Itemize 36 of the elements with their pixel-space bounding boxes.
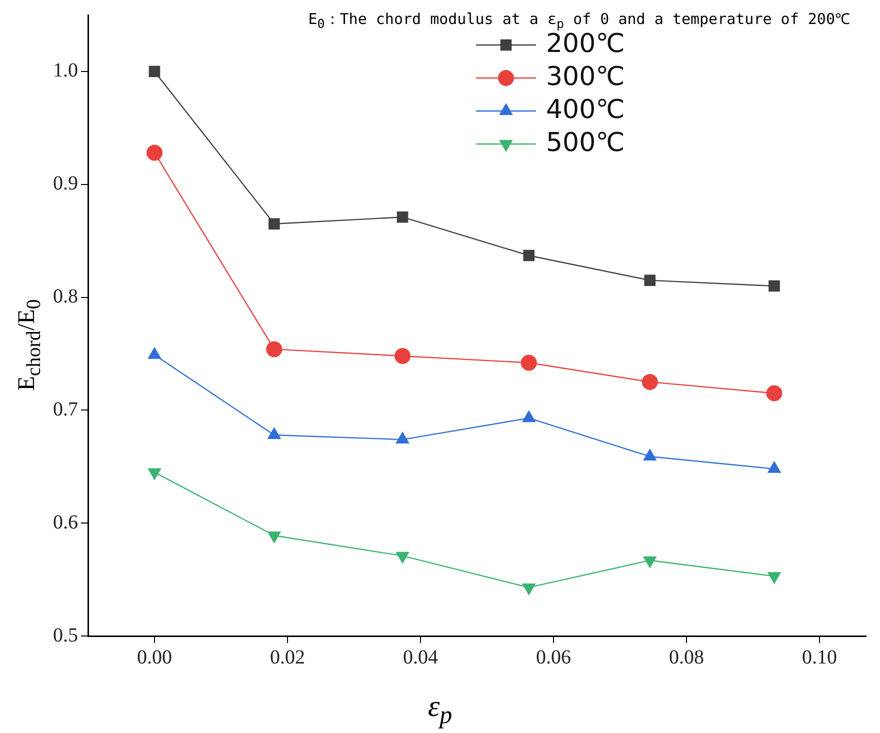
y-tick-label: 0.6	[53, 511, 78, 534]
y-tick-label: 0.7	[53, 398, 78, 420]
x-tick-label: 0.02	[270, 646, 305, 668]
point	[396, 211, 408, 223]
point	[266, 341, 282, 358]
point	[394, 348, 411, 364]
y-tick-label: 0.5	[53, 624, 78, 646]
y-tick-label: 0.8	[53, 286, 78, 308]
x-tick-label: 0.10	[802, 646, 837, 668]
point	[268, 218, 280, 230]
y-tick-label: 0.9	[53, 172, 78, 195]
point	[768, 280, 780, 292]
point	[642, 374, 658, 390]
point	[767, 572, 782, 584]
x-tick-label: 0.06	[536, 646, 571, 668]
point	[520, 354, 537, 371]
legend-label: 400℃	[546, 94, 625, 125]
point	[642, 556, 657, 568]
point	[267, 532, 282, 544]
point	[523, 250, 535, 262]
legend-label: 300℃	[546, 62, 625, 92]
point	[766, 385, 782, 402]
point	[644, 274, 656, 286]
point	[146, 144, 162, 161]
point	[396, 552, 410, 564]
x-axis-title: ε$_{p}$	[428, 690, 452, 730]
point	[148, 66, 160, 78]
x-tick-label: 0.04	[402, 646, 438, 668]
point	[148, 468, 162, 480]
y-tick-label: 1.0	[53, 60, 78, 82]
legend-label: 500℃	[546, 128, 625, 158]
annotation: E$_{0}$：The chord modulus at a ε$_{p}$ of 0 and a temperature of 200℃	[308, 10, 850, 31]
x-tick-label: 0.00	[136, 646, 172, 668]
legend-label: 200℃	[546, 28, 625, 59]
point	[522, 583, 536, 596]
x-tick-label: 0.08	[668, 646, 704, 668]
